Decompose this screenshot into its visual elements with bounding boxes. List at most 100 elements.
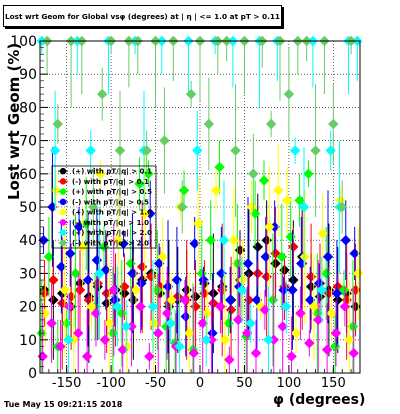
data-point bbox=[219, 273, 231, 373]
data-marker bbox=[232, 258, 243, 269]
data-marker bbox=[127, 268, 138, 279]
data-point bbox=[340, 200, 351, 281]
data-marker bbox=[259, 304, 271, 316]
legend-marker bbox=[59, 229, 67, 236]
legend-marker bbox=[59, 178, 67, 185]
y-tick-label: 50 bbox=[19, 200, 37, 216]
legend-entry: (-) with pT/|q| > 0.1 bbox=[58, 178, 149, 187]
data-point bbox=[321, 303, 333, 373]
data-marker bbox=[299, 251, 311, 263]
data-point bbox=[233, 260, 244, 373]
data-marker bbox=[49, 145, 61, 156]
data-marker bbox=[233, 314, 244, 326]
data-point bbox=[239, 35, 250, 95]
data-marker bbox=[260, 251, 271, 263]
data-marker bbox=[153, 258, 165, 269]
data-marker bbox=[287, 284, 298, 296]
data-marker bbox=[112, 301, 123, 312]
data-marker bbox=[349, 248, 360, 259]
data-point bbox=[77, 207, 88, 287]
data-point bbox=[237, 240, 248, 320]
data-point bbox=[70, 213, 81, 334]
data-marker bbox=[347, 321, 359, 332]
data-marker bbox=[174, 341, 185, 352]
data-point bbox=[90, 280, 102, 347]
legend: (+) with pT/|q| > 0.1(-) with pT/|q| > 0… bbox=[51, 165, 157, 249]
data-point bbox=[184, 273, 195, 373]
data-point bbox=[162, 220, 174, 354]
data-point bbox=[157, 216, 168, 297]
data-marker bbox=[265, 118, 277, 130]
data-point bbox=[135, 280, 146, 334]
data-marker bbox=[185, 88, 197, 100]
data-marker bbox=[201, 334, 212, 346]
legend-entry: (+) with pT/|q| > 0.1 bbox=[58, 168, 152, 177]
y-tick-label: 30 bbox=[19, 266, 37, 282]
data-point bbox=[301, 35, 312, 61]
y-tick-label: 100 bbox=[10, 34, 37, 50]
data-marker bbox=[134, 178, 145, 189]
data-point bbox=[250, 319, 262, 373]
data-marker bbox=[114, 145, 126, 156]
data-point bbox=[153, 243, 165, 284]
data-point bbox=[313, 260, 324, 373]
data-marker bbox=[303, 168, 314, 180]
data-marker bbox=[258, 175, 270, 186]
y-axis-label: Lost wrt Geom (%) bbox=[5, 42, 23, 200]
data-point bbox=[260, 216, 271, 297]
data-point bbox=[232, 203, 243, 324]
y-tick-label: 70 bbox=[19, 134, 37, 150]
data-marker bbox=[321, 344, 333, 355]
data-marker bbox=[113, 234, 124, 246]
data-marker bbox=[304, 337, 315, 349]
x-tick-label: 50 bbox=[236, 376, 253, 391]
data-point bbox=[192, 110, 203, 191]
legend-entry: (+) with pT/|q| > 0.5 bbox=[58, 188, 152, 197]
data-marker bbox=[283, 88, 295, 100]
data-marker bbox=[344, 334, 355, 346]
data-marker bbox=[215, 301, 226, 312]
data-point bbox=[165, 303, 176, 344]
data-marker bbox=[188, 347, 199, 359]
data-point bbox=[299, 190, 311, 324]
data-marker bbox=[63, 334, 74, 346]
data-marker bbox=[252, 268, 263, 279]
data-marker bbox=[248, 168, 259, 180]
data-marker bbox=[147, 301, 159, 312]
data-marker bbox=[86, 301, 97, 312]
data-point bbox=[177, 180, 188, 234]
legend-label: (+) with pT/|q| > 2.0 bbox=[72, 229, 152, 238]
data-point bbox=[198, 266, 209, 294]
legend-label: (+) with pT/|q| > 0.1 bbox=[72, 168, 152, 177]
data-marker bbox=[289, 145, 301, 156]
data-point bbox=[252, 260, 263, 287]
data-point bbox=[215, 280, 226, 334]
data-marker bbox=[250, 347, 262, 359]
data-point bbox=[188, 286, 199, 373]
data-point bbox=[317, 193, 328, 274]
data-point bbox=[292, 35, 303, 75]
data-point bbox=[55, 319, 66, 373]
data-point bbox=[225, 266, 236, 334]
x-tick-label: 100 bbox=[276, 376, 301, 391]
data-point bbox=[227, 35, 239, 88]
data-point bbox=[144, 343, 155, 370]
data-point bbox=[153, 273, 164, 373]
data-point bbox=[82, 213, 94, 347]
legend-marker bbox=[59, 167, 67, 175]
y-tick-label: 40 bbox=[19, 233, 37, 249]
data-point bbox=[73, 207, 85, 247]
data-point bbox=[193, 177, 204, 271]
data-marker bbox=[219, 334, 231, 346]
data-marker bbox=[50, 185, 62, 196]
data-marker bbox=[116, 308, 127, 319]
x-tick-label: 0 bbox=[196, 376, 204, 391]
data-marker bbox=[198, 274, 209, 286]
chart-title-box: Lost wrt Geom for Global vsφ (degrees) a… bbox=[3, 5, 282, 27]
data-point bbox=[283, 47, 295, 141]
data-point bbox=[114, 90, 126, 211]
data-marker bbox=[273, 185, 284, 196]
legend-label: (+) with pT/|q| > 0.5 bbox=[72, 188, 152, 197]
data-point bbox=[242, 197, 254, 330]
legend-label: (-) with pT/|q| > 1.0 bbox=[72, 219, 149, 228]
